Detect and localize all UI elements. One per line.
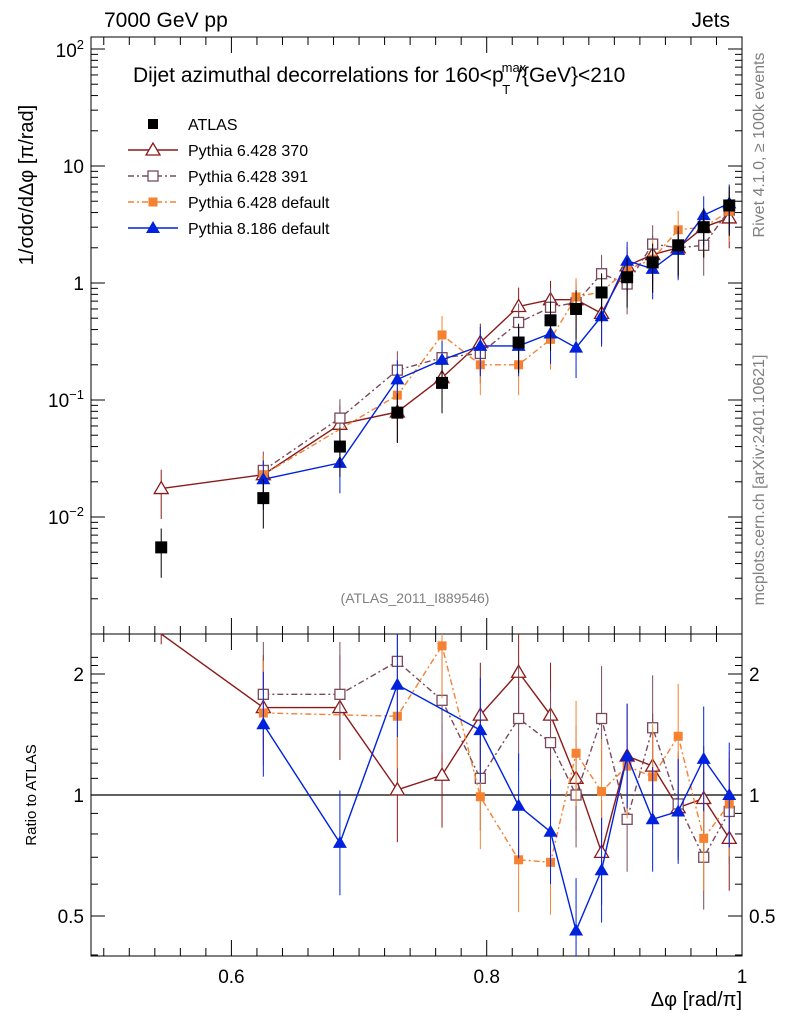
ratio-tick-label: 0.5 [58, 907, 84, 928]
ratio-tick-label-right: 0.5 [749, 907, 775, 928]
series-pythia-6-428-391 [257, 191, 735, 910]
data-point [512, 712, 525, 725]
x-tick-label: 0.6 [218, 967, 244, 988]
ratio-tick-label: 1 [73, 786, 84, 807]
series-line [263, 202, 730, 480]
y-tick-label-1: 1 [73, 274, 84, 295]
data-point [390, 372, 405, 385]
y-tick-label-10: 10 [63, 157, 84, 178]
x-tick-label: 0.8 [473, 967, 499, 988]
series-pythia-6-428-370 [153, 199, 738, 905]
data-point [437, 641, 447, 651]
data-point [543, 824, 558, 837]
data-point [699, 833, 709, 843]
data-point [391, 406, 404, 419]
data-point [723, 199, 736, 212]
analysis-watermark: (ATLAS_2011_I889546) [341, 590, 490, 606]
data-point [389, 781, 406, 796]
data-point [671, 804, 686, 817]
ratio-tick-label: 2 [73, 665, 84, 686]
data-point [569, 923, 584, 936]
data-point [696, 751, 711, 764]
data-point [334, 412, 346, 424]
ratio-axis-label: Ratio to ATLAS [23, 744, 40, 845]
ratio-tick-label-right: 1 [749, 786, 760, 807]
ratio-line [263, 660, 730, 859]
legend-entry: Pythia 6.428 default [128, 195, 330, 212]
legend-label: Pythia 8.186 default [188, 221, 330, 238]
data-point [473, 338, 488, 351]
data-point [570, 302, 583, 315]
series-atlas [155, 186, 736, 578]
y-tick-label-0.1: 10−1 [48, 387, 84, 412]
data-point [257, 492, 270, 505]
data-point [620, 749, 635, 762]
header-right: Jets [691, 9, 730, 32]
y-tick-label-100: 102 [56, 37, 84, 62]
ratio-line [160, 633, 730, 855]
data-point [722, 788, 737, 800]
chart-title: Dijet azimuthal decorrelations for 160<p… [133, 60, 625, 97]
series-line [262, 209, 730, 472]
x-tick-label: 1 [737, 967, 748, 988]
data-point [147, 170, 159, 182]
data-point [645, 812, 660, 825]
legend-entry: Pythia 6.428 370 [128, 141, 308, 160]
data-point [512, 336, 525, 349]
legend-label: Pythia 6.428 370 [188, 143, 308, 160]
legend-entry: ATLAS [148, 117, 238, 134]
data-point [571, 748, 581, 758]
data-point [146, 221, 160, 233]
data-point [544, 314, 557, 327]
y-tick-label-0.01: 10−2 [48, 504, 84, 529]
series-pythia-6-428-default [258, 192, 734, 915]
data-point [597, 787, 607, 797]
data-point [437, 330, 447, 340]
rivet-label: Rivet 4.1.0, ≥ 100k events [751, 53, 768, 238]
header-left: 7000 GeV pp [104, 9, 228, 32]
data-point [673, 731, 683, 741]
data-point [256, 717, 271, 730]
data-point [511, 798, 526, 811]
data-point [155, 541, 168, 554]
legend-label: ATLAS [188, 117, 238, 134]
data-point [148, 119, 158, 129]
data-point [334, 688, 346, 700]
data-point [595, 712, 608, 725]
data-point [514, 855, 524, 865]
data-point [621, 271, 634, 284]
mcplots-label: mcplots.cern.ch [arXiv:2401.10621] [751, 355, 768, 606]
data-point [148, 197, 158, 207]
ratio-line [262, 683, 730, 933]
y-axis-label: 1/σdσ/dΔφ [π/rad] [16, 105, 38, 265]
series-pythia-8-186-default [256, 184, 737, 956]
legend-entry: Pythia 8.186 default [128, 221, 330, 238]
data-point [332, 835, 347, 848]
data-point [594, 863, 609, 876]
data-point [153, 480, 170, 495]
data-point [569, 340, 584, 353]
series-line [262, 210, 730, 476]
data-point [475, 792, 485, 802]
data-point [672, 239, 685, 252]
legend-entry: Pythia 6.428 391 [128, 169, 308, 186]
data-point [697, 221, 710, 234]
ratio-tick-label-right: 2 [749, 665, 760, 686]
x-axis-label: Δφ [rad/π] [651, 989, 742, 1011]
data-point [646, 256, 659, 269]
legend-label: Pythia 6.428 391 [188, 169, 308, 186]
legend-label: Pythia 6.428 default [188, 195, 330, 212]
data-point [473, 723, 488, 736]
data-point [436, 376, 449, 389]
data-point [390, 677, 405, 690]
data-point [333, 440, 346, 453]
data-point [256, 472, 271, 485]
data-point [435, 352, 450, 365]
data-point [144, 141, 162, 156]
data-point [433, 766, 451, 781]
data-point [595, 286, 608, 299]
data-point [544, 736, 557, 749]
